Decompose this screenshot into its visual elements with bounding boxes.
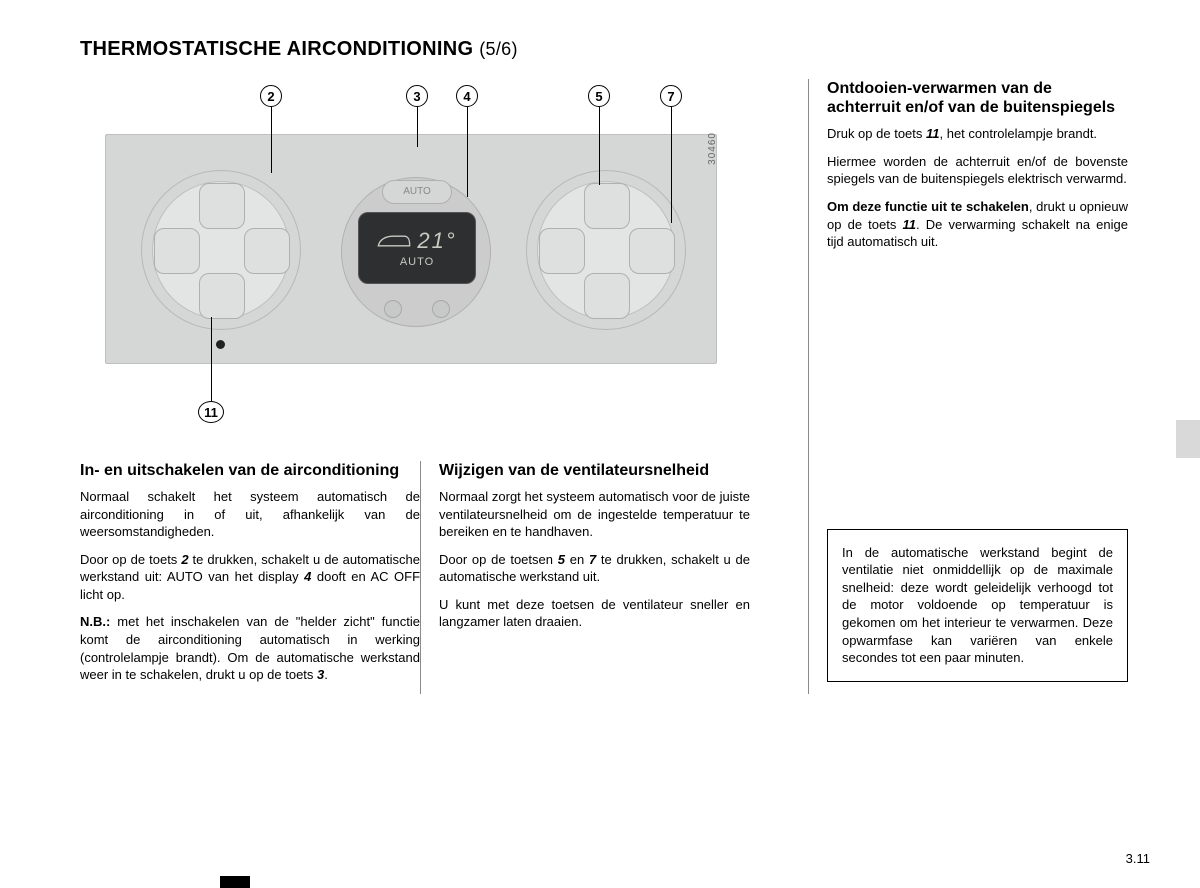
pad-fan-plus-icon: [629, 228, 675, 274]
note-text: In de automatische werkstand begint de v…: [842, 544, 1113, 667]
lead-4: [467, 107, 468, 197]
lead-2: [271, 107, 272, 173]
left-p3: N.B.: met het inschakelen van de "helder…: [80, 613, 420, 683]
lead-3: [417, 107, 418, 147]
mid-heading: Wijzigen van de ventilateursnelheid: [439, 461, 750, 480]
car-icon: [377, 232, 411, 250]
pad-defrost-front-icon: [199, 183, 245, 229]
mid-p2: Door op de toetsen 5 en 7 te drukken, sc…: [439, 551, 750, 586]
pad-fan-minus-icon: [539, 228, 585, 274]
callout-3: 3: [406, 85, 428, 107]
display-temp: 21°: [417, 228, 456, 254]
auto-button: AUTO: [382, 180, 452, 204]
side-gray-tab: [1176, 420, 1200, 458]
small-knob-right: [432, 300, 450, 318]
callout-5: 5: [588, 85, 610, 107]
column-right: Ontdooien-verwarmen van de achterruit en…: [808, 79, 1128, 694]
page-title: THERMOSTATISCHE AIRCONDITIONING (5/6): [80, 38, 1150, 61]
pad-airflow-down-icon: [584, 273, 630, 319]
pad-defrost-rear-icon: [199, 273, 245, 319]
right-dial: [526, 170, 686, 330]
title-main: THERMOSTATISCHE AIRCONDITIONING: [80, 38, 473, 60]
info-note-box: In de automatische werkstand begint de v…: [827, 529, 1128, 682]
callout-2: 2: [260, 85, 282, 107]
pad-acoff-icon: [244, 228, 290, 274]
right-p2: Hiermee worden de achterruit en/of de bo…: [827, 153, 1128, 188]
title-part: (5/6): [479, 39, 518, 59]
pad-recirc-icon: [154, 228, 200, 274]
image-ref-number: 30460: [707, 132, 718, 165]
right-p3: Om deze functie uit te schakelen, drukt …: [827, 198, 1128, 251]
indicator-led: [216, 340, 225, 349]
lead-5: [599, 107, 600, 185]
lead-11: [211, 317, 212, 401]
small-knob-left: [384, 300, 402, 318]
callout-11: 11: [198, 401, 224, 423]
mid-p3: U kunt met deze toetsen de ventilateur s…: [439, 596, 750, 631]
callout-4: 4: [456, 85, 478, 107]
lcd-display: 21° AUTO: [358, 212, 476, 284]
footer-black-tab: [220, 876, 250, 888]
left-heading: In- en uitschakelen van de airconditioni…: [80, 461, 420, 480]
column-middle: Wijzigen van de ventilateursnelheid Norm…: [420, 461, 750, 694]
left-dial: [141, 170, 301, 330]
content-columns: AUTO 21° AUTO: [80, 79, 1150, 694]
mid-p1: Normaal zorgt het systeem automatisch vo…: [439, 488, 750, 541]
display-mode: AUTO: [400, 256, 434, 268]
display-top-row: 21°: [377, 228, 456, 254]
left-p1: Normaal schakelt het systeem automatisch…: [80, 488, 420, 541]
center-display-unit: AUTO 21° AUTO: [341, 177, 491, 327]
callout-7: 7: [660, 85, 682, 107]
right-p1: Druk op de toets 11, het controlelampje …: [827, 125, 1128, 143]
column-left: In- en uitschakelen van de airconditioni…: [80, 461, 420, 694]
right-heading: Ontdooien-verwarmen van de achterruit en…: [827, 79, 1128, 117]
page-number: 3.11: [1126, 851, 1150, 866]
ac-panel: AUTO 21° AUTO: [105, 134, 717, 364]
lead-7: [671, 107, 672, 223]
left-p2: Door op de toets 2 te drukken, schakelt …: [80, 551, 420, 604]
control-panel-figure: AUTO 21° AUTO: [80, 79, 760, 439]
pad-airflow-up-icon: [584, 183, 630, 229]
